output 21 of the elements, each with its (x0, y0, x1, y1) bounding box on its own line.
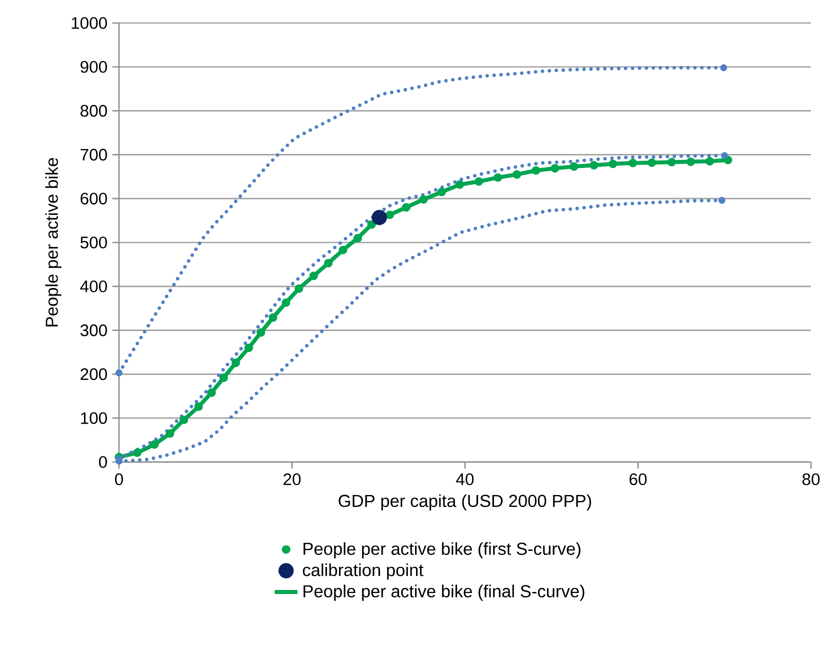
y-tick-label: 900 (80, 61, 107, 73)
x-tick-label: 40 (456, 473, 474, 486)
y-tick-label: 600 (80, 192, 107, 204)
y-tick-label: 0 (99, 456, 107, 468)
y-tick-label: 100 (81, 412, 107, 424)
y-tick-label: 300 (80, 324, 107, 336)
legend-label: calibration point (302, 563, 424, 580)
y-tick-label: 700 (80, 148, 107, 161)
x-tick-label: 0 (115, 473, 123, 486)
y-tick-label: 800 (80, 104, 107, 117)
y-tick-label: 200 (80, 368, 107, 380)
legend-label: People per active bike (first S-curve) (304, 542, 580, 558)
y-tick-label: 400 (80, 280, 107, 292)
x-tick-label: 80 (802, 473, 820, 486)
legend-label: People per active bike (final S-curve) (304, 584, 584, 601)
x-tick-label: 60 (630, 473, 647, 486)
x-axis-title: GDP per capita (USD 2000 PPP) (338, 494, 592, 510)
y-axis-title: People per active bike (45, 158, 62, 326)
y-tick-label: 500 (80, 236, 107, 248)
y-tick-label: 1000 (72, 17, 107, 29)
x-tick-label: 20 (284, 473, 301, 486)
